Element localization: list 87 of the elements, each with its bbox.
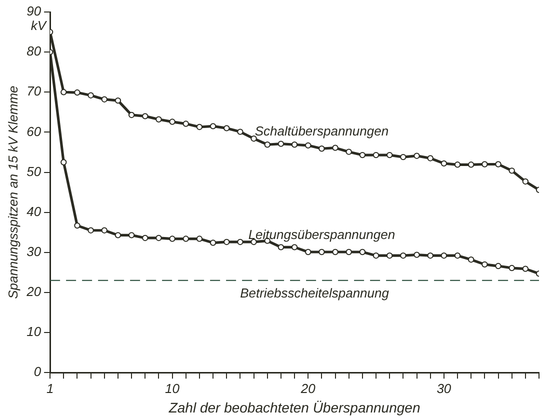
- y-tick-label: 0: [34, 364, 42, 380]
- point: [414, 152, 420, 159]
- point: [495, 161, 502, 168]
- point: [74, 89, 80, 96]
- point: [305, 142, 312, 149]
- point: [101, 227, 108, 234]
- point: [182, 120, 189, 127]
- point: [142, 113, 148, 120]
- point: [332, 248, 338, 256]
- point: [454, 162, 461, 168]
- point: [482, 261, 488, 268]
- x-tick-label: 1: [46, 381, 54, 396]
- point: [128, 232, 135, 238]
- point: [305, 248, 312, 256]
- point: [224, 125, 230, 132]
- point: [264, 142, 270, 148]
- point: [74, 222, 80, 229]
- point: [318, 146, 325, 152]
- point: [169, 118, 176, 125]
- y-tick-label: 70: [26, 84, 42, 99]
- point: [318, 248, 325, 256]
- point: [156, 234, 162, 242]
- point: [237, 238, 244, 246]
- point: [101, 96, 108, 102]
- point: [400, 252, 406, 259]
- point: [128, 112, 135, 118]
- point: [182, 236, 189, 242]
- ref-line-label: Betriebsscheitelspannung: [240, 286, 390, 301]
- point: [386, 252, 393, 259]
- point: [522, 178, 529, 185]
- point: [468, 162, 474, 168]
- series-label: Leitungsüberspannungen: [248, 227, 396, 242]
- point: [278, 244, 284, 250]
- point: [372, 252, 380, 259]
- point: [278, 140, 284, 147]
- point: [400, 154, 406, 160]
- point: [440, 252, 448, 259]
- point: [454, 252, 461, 259]
- x-tick-label: 30: [436, 381, 452, 396]
- point: [346, 248, 352, 256]
- text: kV: [30, 18, 48, 34]
- point: [196, 236, 203, 242]
- point: [508, 264, 515, 272]
- y-tick-label: 80: [26, 44, 42, 59]
- y-tick-label: 60: [26, 124, 42, 139]
- point: [88, 227, 94, 234]
- y-tick-label: 30: [26, 244, 42, 260]
- point: [332, 144, 338, 151]
- point: [359, 152, 366, 158]
- point: [210, 240, 216, 246]
- point: [60, 159, 67, 166]
- y-tick-label: 50: [26, 164, 42, 179]
- y-axis-title: Spannungsspitzen an 15 kV Klemme: [5, 86, 20, 299]
- x-tick-label: 10: [165, 381, 180, 396]
- point: [291, 244, 298, 250]
- point: [156, 116, 162, 122]
- point: [468, 256, 474, 263]
- point: [522, 266, 529, 272]
- point: [427, 155, 434, 162]
- point: [60, 89, 67, 96]
- point: [440, 160, 448, 167]
- point: [114, 97, 122, 104]
- point: [169, 236, 176, 242]
- point: [495, 262, 502, 270]
- point: [386, 152, 393, 158]
- x-tick-label: 20: [300, 381, 316, 396]
- point: [427, 252, 434, 259]
- point: [359, 248, 366, 256]
- point: [196, 124, 203, 130]
- point: [346, 148, 352, 155]
- point: [372, 152, 380, 158]
- point: [482, 161, 488, 168]
- point: [114, 232, 122, 238]
- point: [414, 252, 420, 258]
- point: [210, 123, 216, 130]
- point: [508, 168, 515, 174]
- y-tick-label: 40: [26, 204, 42, 219]
- y-tick-label: 20: [26, 284, 42, 300]
- point: [291, 142, 298, 148]
- y-tick-label: 10: [26, 324, 42, 340]
- point: [237, 128, 244, 135]
- x-axis-title: Zahl der beobachteten Überspannungen: [168, 399, 420, 416]
- y-tick-label: 90: [26, 4, 42, 19]
- series-label: Schaltüberspannungen: [254, 124, 389, 139]
- point: [224, 238, 230, 246]
- point: [88, 92, 94, 98]
- point: [142, 234, 148, 242]
